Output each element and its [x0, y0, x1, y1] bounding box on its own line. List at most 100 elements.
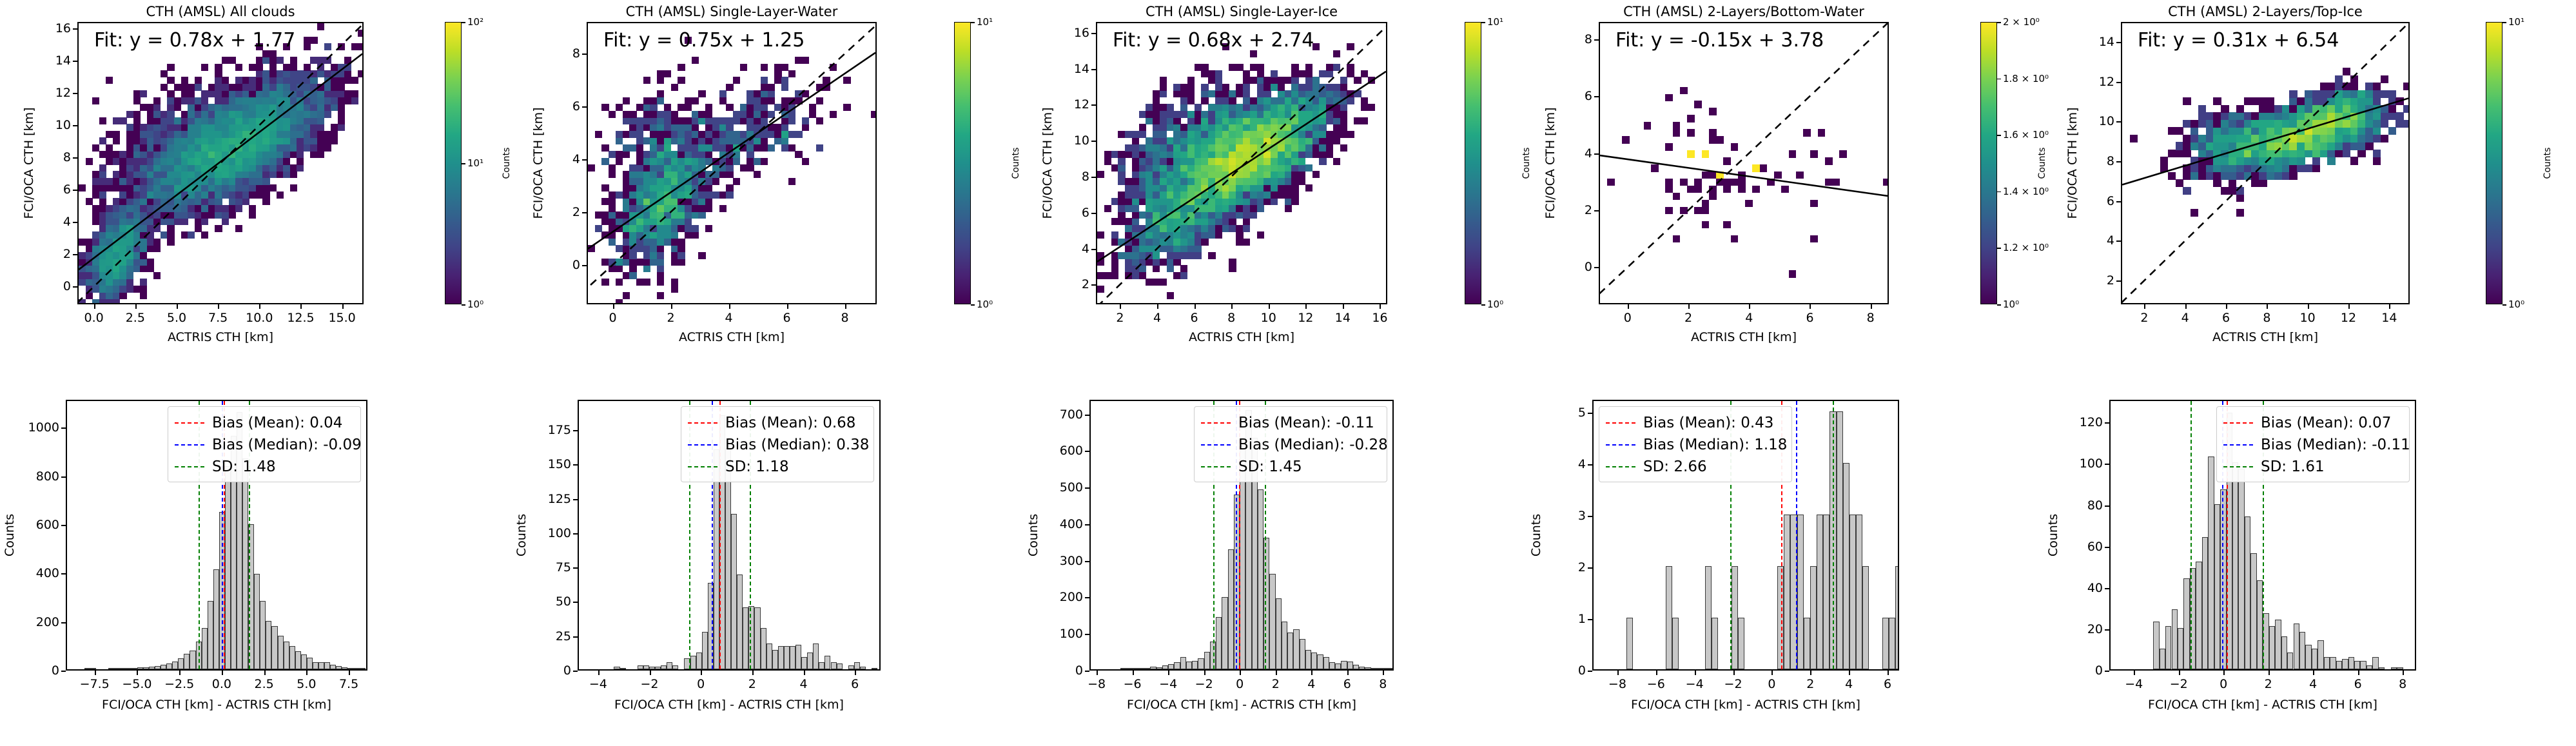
hexbin-cell	[1277, 164, 1285, 172]
hexbin-cell	[663, 70, 672, 78]
hexbin-cell	[1249, 144, 1258, 152]
hexbin-cell	[698, 251, 706, 259]
hexbin-cell	[297, 90, 304, 98]
hexbin-cell	[1271, 171, 1278, 179]
hexbin-cell	[643, 259, 650, 266]
hexbin-cell	[99, 117, 106, 125]
hexbin-cell	[1284, 198, 1292, 206]
hexbin-cell	[262, 198, 270, 206]
hexbin-cell	[283, 124, 291, 132]
hexbin-cell	[194, 137, 202, 145]
hexbin-cell	[1277, 184, 1285, 192]
hexbin-cell	[1229, 110, 1236, 118]
hexbin-cell	[1708, 108, 1717, 115]
hexbin-cell	[746, 117, 754, 125]
hexbin-cell	[657, 117, 665, 125]
colorbar-tickmark	[1997, 191, 2001, 193]
hexbin-cell	[1277, 110, 1285, 118]
hexbin-cell	[685, 130, 692, 138]
hexbin-cell	[222, 157, 229, 165]
hexbin-cell	[795, 151, 803, 159]
x-tickmark	[2268, 671, 2270, 675]
histogram-bar	[2244, 516, 2251, 669]
hexbin-cell	[615, 259, 623, 266]
hexbin-cell	[146, 164, 154, 172]
hexbin-cell	[2221, 104, 2229, 113]
hexbin-cell	[222, 211, 229, 219]
hexbin-cell	[815, 97, 823, 104]
hexbin-cell	[2236, 104, 2245, 113]
hexbin-cell	[92, 231, 100, 239]
x-tick-label: 5.0	[166, 311, 187, 325]
hexbin-cell	[1291, 151, 1299, 159]
hexbin-cell	[705, 157, 713, 165]
hexbin-cell	[1215, 97, 1223, 104]
histogram-bar	[347, 668, 354, 669]
hexbin-cell	[1208, 137, 1216, 145]
hexbin-cell	[112, 137, 121, 145]
hexbin-cell	[1332, 117, 1341, 125]
hexbin-cell	[146, 137, 154, 145]
hexbin-cell	[698, 110, 706, 118]
hexbin-cell	[92, 191, 100, 199]
hexbin-cell	[1159, 238, 1167, 246]
hexbin-cell	[140, 251, 148, 259]
hexbin-cell	[2373, 97, 2381, 106]
hexbin-cell	[99, 271, 106, 279]
hexbin-cell	[133, 285, 141, 293]
hexbin-cell	[1159, 224, 1167, 232]
hexbin-cell	[1354, 117, 1361, 125]
legend-label: Bias (Median): -0.11	[2261, 436, 2410, 453]
hexbin-cell	[1194, 117, 1202, 125]
hexbin-cell	[670, 245, 678, 253]
hexbin-cell	[1222, 211, 1230, 219]
hexbin-cell	[1208, 184, 1216, 192]
hexbin-cell	[1249, 157, 1258, 165]
hexbin-cell	[289, 171, 297, 179]
hexbin-cell	[1229, 97, 1236, 104]
hexbin-cell	[1194, 151, 1202, 159]
hexbin-cell	[670, 171, 678, 179]
hexbin-cell	[358, 43, 362, 51]
hexbin-cell	[1701, 150, 1710, 158]
hexbin-cell	[228, 124, 236, 132]
hexbin-cell	[650, 198, 658, 206]
hexbin-cell	[140, 164, 148, 172]
hexbin-cell	[112, 224, 121, 232]
histogram-bar	[2366, 665, 2373, 669]
hexbin-cell	[174, 97, 182, 104]
hexbin-cell	[310, 70, 318, 78]
hexbin-cell	[235, 184, 243, 192]
hexbin-cell	[1187, 124, 1195, 132]
hexbin-cell	[317, 110, 325, 118]
hexbin-cell	[208, 184, 216, 192]
hexbin-cell	[1766, 178, 1775, 186]
histogram-bar	[155, 666, 161, 669]
hexbin-cell	[167, 224, 175, 232]
hexbin-cell	[1256, 124, 1264, 132]
hexbin-cell	[262, 97, 270, 104]
hexbin-cell	[636, 130, 644, 138]
hexbin-cell	[235, 83, 243, 91]
hexbin-cell	[146, 231, 154, 239]
hexbin-cell	[1215, 164, 1223, 172]
hexbin-cell	[1215, 90, 1223, 98]
hexbin-cell	[1291, 130, 1299, 138]
hexbin-cell	[255, 104, 264, 112]
x-tickmark	[2267, 304, 2269, 309]
hexbin-cell	[1264, 151, 1271, 159]
hexbin-cell	[194, 198, 202, 206]
hexbin-cell	[222, 97, 229, 104]
hexbin-cell	[712, 171, 720, 179]
hexbin-cell	[262, 144, 270, 152]
hexbin-cell	[691, 191, 699, 199]
hexbin-cell	[609, 259, 616, 266]
hexbin-cell	[1166, 211, 1174, 219]
hexbin-cell	[663, 184, 672, 192]
hexbin-cell	[622, 271, 630, 279]
hexbin-cell	[242, 117, 249, 125]
hexbin-cell	[1166, 198, 1174, 206]
hexbin-cell	[79, 251, 86, 259]
hexbin-cell	[1243, 151, 1251, 159]
histogram-bar	[2153, 622, 2160, 669]
